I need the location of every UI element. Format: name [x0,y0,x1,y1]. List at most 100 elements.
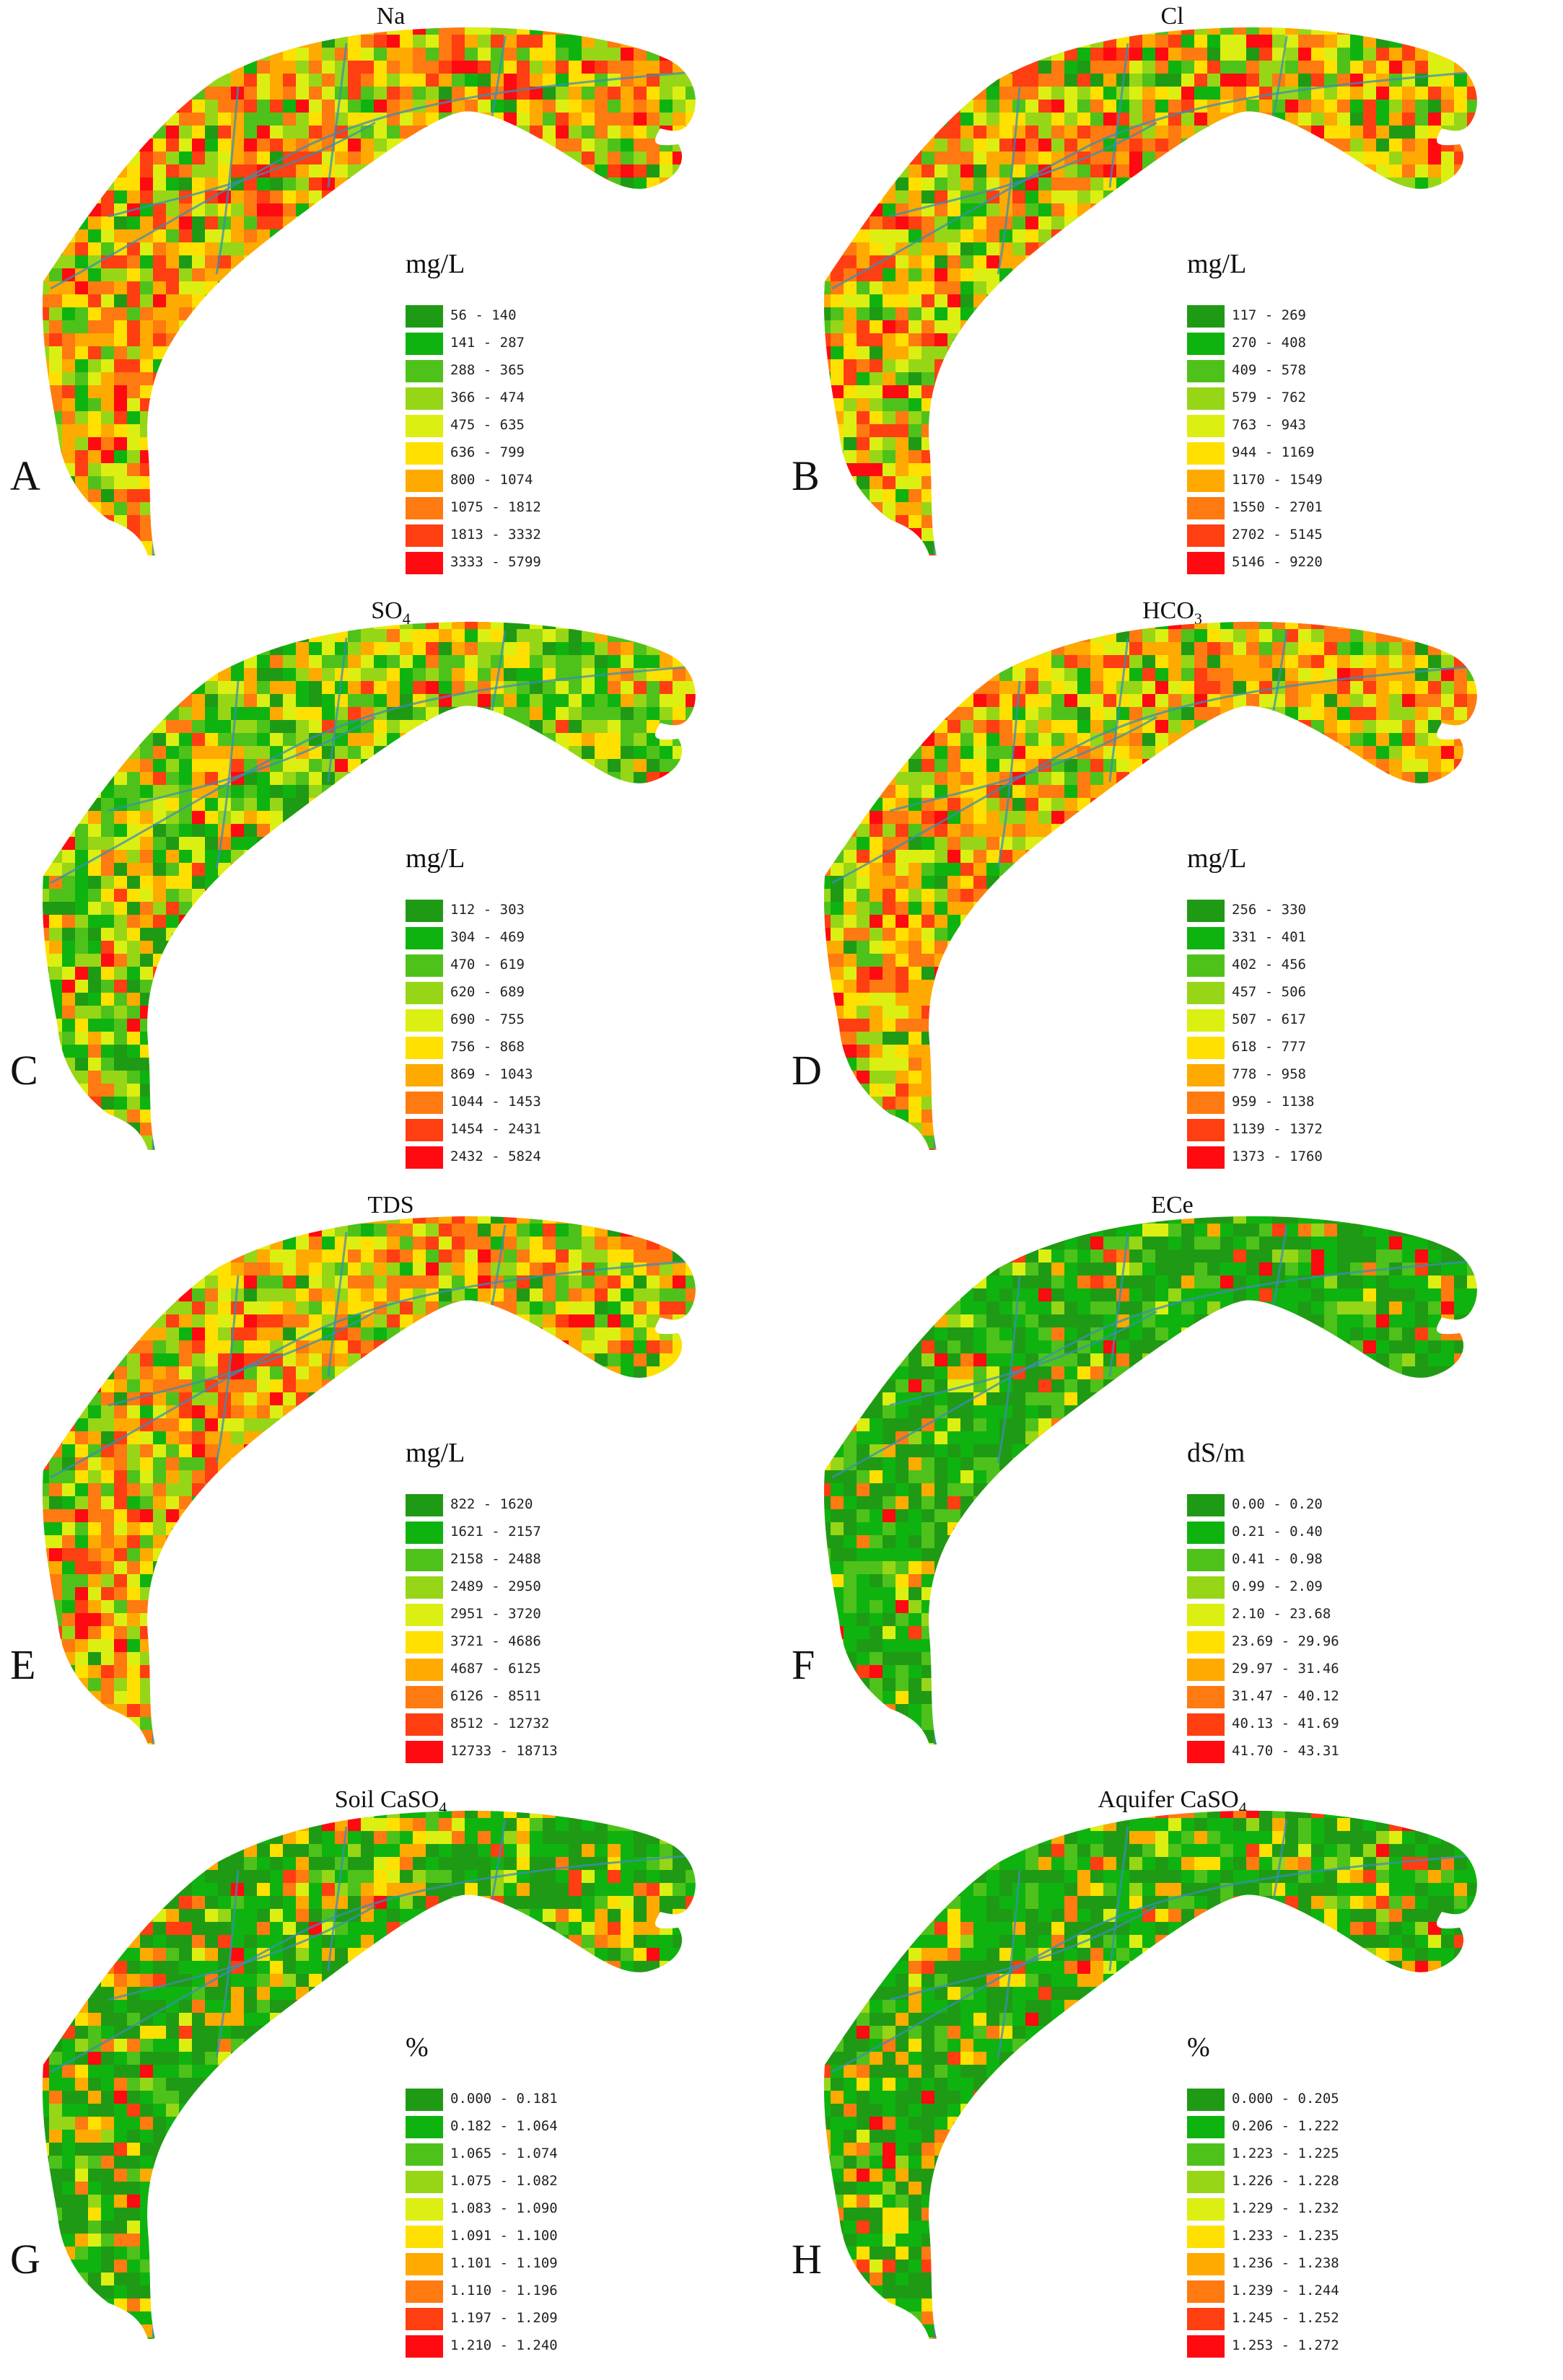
legend-item: 2.10 - 23.68 [1187,1602,1375,1629]
legend-swatch [1187,2335,1225,2358]
panel-letter: H [792,2236,822,2283]
legend-item: 1.253 - 1.272 [1187,2333,1375,2361]
legend-label: 304 - 469 [450,929,525,945]
legend-label: 778 - 958 [1232,1066,1306,1082]
legend-swatch [1187,333,1225,355]
panel-title: Soil CaSO4 [334,1786,447,1817]
legend-swatch [406,900,443,922]
legend-item: 5146 - 9220 [1187,550,1375,577]
legend-item: 8512 - 12732 [406,1711,593,1739]
legend-item: 4687 - 6125 [406,1656,593,1684]
legend-unit: mg/L [406,1438,465,1468]
legend-label: 31.47 - 40.12 [1232,1688,1339,1704]
study-area-map [824,1216,1477,1744]
legend-swatch [1187,982,1225,1004]
legend-swatch [1187,1494,1225,1516]
legend-label: 756 - 868 [450,1039,525,1055]
legend-label: 1454 - 2431 [450,1121,541,1137]
legend-item: 23.69 - 29.96 [1187,1629,1375,1656]
legend-swatch [1187,1092,1225,1114]
legend-label: 1.245 - 1.252 [1232,2310,1339,2326]
legend-label: 1139 - 1372 [1232,1121,1323,1137]
legend-item: 2432 - 5824 [406,1144,593,1172]
legend-swatch [406,2198,443,2221]
panel-letter: C [10,1047,38,1094]
legend-item: 0.000 - 0.205 [1187,2086,1375,2114]
legend-label: 579 - 762 [1232,390,1306,405]
legend-label: 1.236 - 1.238 [1232,2255,1339,2271]
legend-swatch [406,1576,443,1599]
legend-label: 0.000 - 0.181 [450,2091,558,2107]
legend-label: 620 - 689 [450,984,525,1000]
legend-swatch [406,2116,443,2138]
panel-title: Aquifer CaSO4 [1098,1786,1247,1817]
legend-label: 40.13 - 41.69 [1232,1716,1339,1731]
legend-label: 1.210 - 1.240 [450,2337,558,2353]
legend-label: 8512 - 12732 [450,1716,550,1731]
legend-label: 288 - 365 [450,362,525,378]
legend-swatch [406,954,443,977]
legend-label: 0.182 - 1.064 [450,2118,558,2134]
legend-swatch [1187,497,1225,519]
legend-item: 620 - 689 [406,980,593,1007]
legend-label: 636 - 799 [450,444,525,460]
legend-swatch [1187,1631,1225,1654]
legend-item: 1044 - 1453 [406,1089,593,1117]
legend-item: 1.197 - 1.209 [406,2306,593,2333]
legend-label: 2951 - 3720 [450,1606,541,1622]
legend-label: 470 - 619 [450,957,525,972]
study-area-map [43,621,696,1150]
study-area-map [43,1216,696,1744]
legend-item: 288 - 365 [406,358,593,385]
legend-item: 1.075 - 1.082 [406,2169,593,2196]
legend-swatch [1187,360,1225,382]
legend-item: 2158 - 2488 [406,1547,593,1574]
legend-label: 56 - 140 [450,307,517,323]
legend-label: 507 - 617 [1232,1011,1306,1027]
legend-item: 1550 - 2701 [1187,495,1375,522]
legend-swatch [1187,2308,1225,2330]
legend-label: 618 - 777 [1232,1039,1306,1055]
legend-label: 1.223 - 1.225 [1232,2146,1339,2161]
legend-swatch [406,2308,443,2330]
legend: 0.000 - 0.205 0.206 - 1.222 1.223 - 1.225 1… [1187,2086,1375,2361]
legend-item: 1.239 - 1.244 [1187,2278,1375,2306]
legend-label: 1.226 - 1.228 [1232,2173,1339,2189]
legend-label: 0.000 - 0.205 [1232,2091,1339,2107]
legend-item: 12733 - 18713 [406,1739,593,1766]
legend-swatch [406,1741,443,1763]
legend-swatch [406,442,443,465]
legend-item: 0.206 - 1.222 [1187,2114,1375,2141]
legend-swatch [406,2253,443,2275]
legend-item: 579 - 762 [1187,385,1375,413]
legend-label: 0.41 - 0.98 [1232,1551,1323,1567]
legend-item: 822 - 1620 [406,1492,593,1519]
legend-swatch [406,333,443,355]
map-panel: Aquifer CaSO4 H% 0.000 - 0.205 0.206 - 1.22… [782,1783,1563,2378]
legend-item: 475 - 635 [406,413,593,440]
legend-item: 29.97 - 31.46 [1187,1656,1375,1684]
study-area-map [824,1810,1477,2339]
legend-item: 1.091 - 1.100 [406,2223,593,2251]
panel-letter: D [792,1047,822,1094]
legend-swatch [1187,442,1225,465]
legend-label: 0.21 - 0.40 [1232,1524,1323,1540]
legend-label: 1.083 - 1.090 [450,2200,558,2216]
legend-label: 409 - 578 [1232,362,1306,378]
legend-label: 2158 - 2488 [450,1551,541,1567]
legend-item: 0.21 - 0.40 [1187,1519,1375,1547]
legend-swatch [406,927,443,949]
legend-swatch [406,1064,443,1086]
legend-label: 1.229 - 1.232 [1232,2200,1339,2216]
legend-label: 822 - 1620 [450,1496,533,1512]
panel-title: Na [376,3,406,30]
legend: 117 - 269 270 - 408 409 - 578 579 - 762 763 … [1187,303,1375,577]
legend-item: 690 - 755 [406,1007,593,1035]
legend-swatch [406,497,443,519]
legend-label: 1.110 - 1.196 [450,2283,558,2298]
legend-label: 1813 - 3332 [450,527,541,543]
legend-item: 1.083 - 1.090 [406,2196,593,2223]
legend-swatch [406,982,443,1004]
